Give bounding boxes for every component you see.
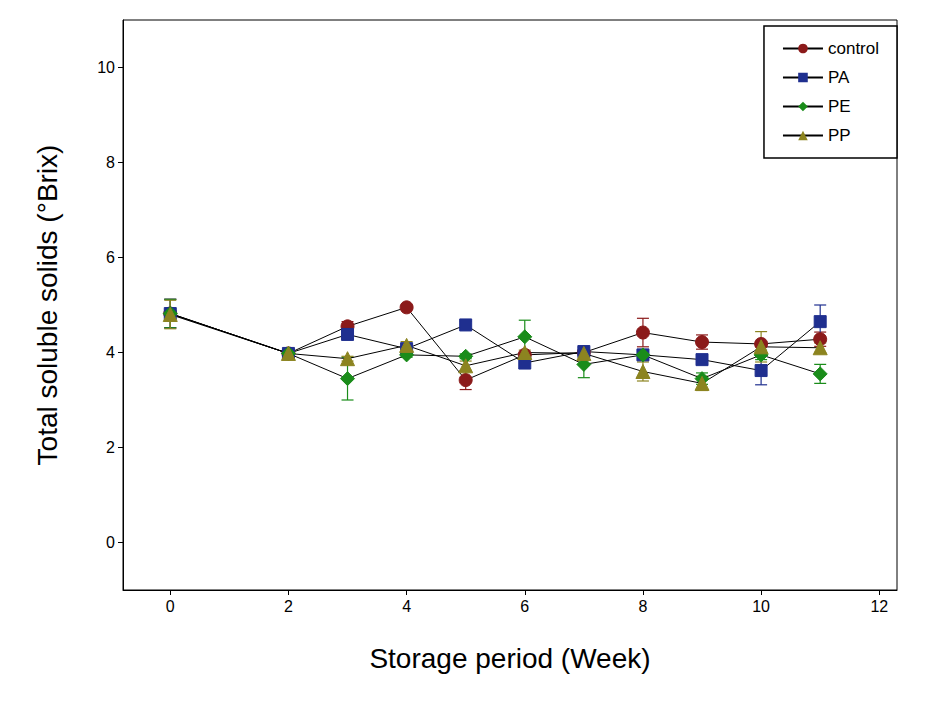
svg-text:4: 4 [106,344,115,361]
svg-text:8: 8 [106,154,115,171]
svg-text:0: 0 [106,534,115,551]
svg-text:6: 6 [520,598,529,615]
svg-text:Total soluble solids (°Brix): Total soluble solids (°Brix) [32,145,63,466]
svg-text:control: control [828,39,879,58]
svg-text:10: 10 [97,59,115,76]
svg-text:6: 6 [106,249,115,266]
svg-text:10: 10 [752,598,770,615]
svg-text:0: 0 [166,598,175,615]
svg-text:PE: PE [828,97,851,116]
svg-text:2: 2 [106,439,115,456]
svg-text:12: 12 [870,598,888,615]
svg-text:PP: PP [828,126,851,145]
svg-text:Storage period (Week): Storage period (Week) [369,643,650,674]
svg-text:PA: PA [828,68,850,87]
svg-text:8: 8 [638,598,647,615]
svg-text:4: 4 [402,598,411,615]
svg-text:2: 2 [284,598,293,615]
